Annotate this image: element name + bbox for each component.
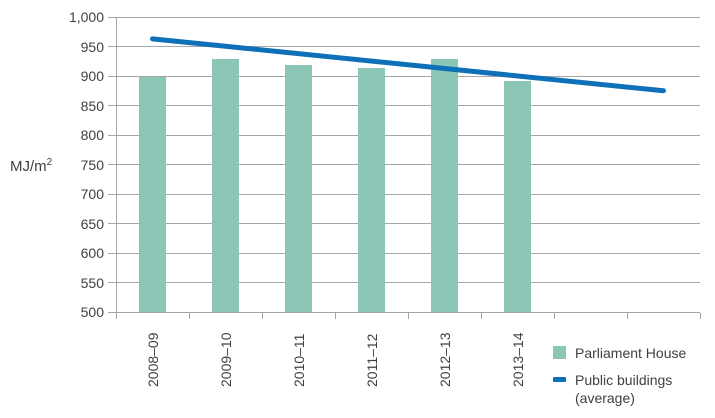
legend-label-public-buildings-line1: Public buildings — [575, 372, 673, 388]
gridline — [116, 75, 700, 77]
y-axis-title-text: MJ/m — [10, 158, 47, 175]
x-tick-mark — [334, 312, 336, 319]
x-tick-mark — [407, 312, 409, 319]
x-tick-mark — [115, 312, 117, 319]
bar-parliament-house — [212, 59, 239, 312]
y-axis-title: MJ/m2 — [10, 154, 52, 176]
y-tick-label: 700 — [80, 186, 104, 202]
x-tick-mark — [553, 312, 555, 319]
x-axis-label: 2009–10 — [217, 332, 234, 387]
x-axis-label: 2008–09 — [144, 332, 161, 387]
gridline — [116, 46, 700, 47]
bar-swatch-icon — [553, 346, 566, 359]
y-tick-mark — [108, 252, 116, 254]
gridline — [116, 16, 700, 18]
gridline — [116, 164, 700, 165]
y-tick-label: 900 — [80, 68, 104, 84]
x-axis-label: 2012–13 — [436, 332, 453, 387]
y-tick-label: 800 — [80, 127, 104, 143]
y-tick-mark — [108, 105, 116, 106]
legend-label-public-buildings-line2: (average) — [575, 390, 635, 406]
gridline — [116, 311, 700, 313]
y-tick-label: 600 — [80, 245, 104, 261]
gridline — [116, 223, 700, 224]
y-tick-mark — [108, 311, 116, 313]
bar-parliament-house — [358, 67, 385, 312]
x-tick-mark — [480, 312, 482, 319]
legend-item-parliament-house: Parliament House — [553, 344, 686, 362]
x-axis-label: 2010–11 — [290, 333, 307, 387]
legend-item-public-buildings: Public buildings (average) — [553, 371, 686, 407]
gridline — [116, 134, 700, 136]
x-tick-mark — [699, 312, 701, 319]
y-axis-line — [115, 17, 117, 312]
y-tick-label: 500 — [80, 304, 104, 320]
y-tick-mark — [108, 134, 116, 136]
bar-parliament-house — [431, 58, 458, 312]
line-swatch-icon — [553, 377, 566, 382]
bar-parliament-house — [139, 77, 166, 312]
y-tick-mark — [108, 193, 116, 195]
x-axis-label: 2013–14 — [509, 332, 526, 387]
y-tick-label: 650 — [80, 215, 104, 232]
gridline — [116, 282, 700, 283]
y-tick-label: 550 — [80, 274, 104, 291]
y-tick-label: 1,000 — [68, 9, 104, 25]
y-tick-mark — [108, 75, 116, 77]
legend-label-public-buildings: Public buildings (average) — [575, 371, 672, 407]
y-axis-title-superscript: 2 — [46, 157, 53, 168]
y-tick-label: 950 — [80, 38, 104, 55]
x-axis-label: 2011–12 — [363, 333, 380, 387]
legend: Parliament House Public buildings (averag… — [553, 344, 686, 407]
x-tick-mark — [626, 312, 628, 319]
gridline — [116, 193, 700, 195]
legend-label-parliament-house: Parliament House — [575, 345, 687, 361]
x-tick-mark — [188, 312, 190, 319]
gridline — [116, 105, 700, 106]
x-tick-mark — [261, 312, 263, 319]
y-tick-mark — [108, 282, 116, 283]
bar-parliament-house — [504, 80, 531, 312]
y-tick-mark — [108, 16, 116, 18]
y-tick-mark — [108, 223, 116, 224]
y-tick-label: 850 — [80, 97, 104, 114]
y-tick-mark — [108, 164, 116, 165]
y-tick-label: 750 — [80, 156, 104, 173]
gridline — [116, 252, 700, 254]
y-tick-mark — [108, 46, 116, 47]
bar-parliament-house — [285, 65, 312, 312]
